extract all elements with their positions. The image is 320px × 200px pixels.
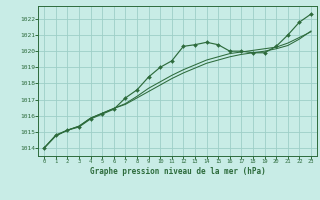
X-axis label: Graphe pression niveau de la mer (hPa): Graphe pression niveau de la mer (hPa) [90,167,266,176]
